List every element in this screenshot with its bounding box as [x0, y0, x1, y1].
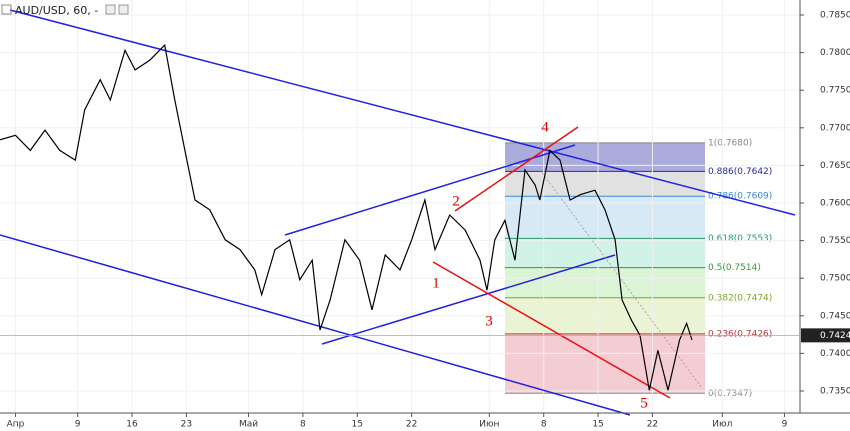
fib-band	[505, 333, 705, 394]
x-tick-label: Май	[239, 420, 258, 430]
wave-label: 2	[452, 193, 460, 209]
x-tick-label: 15	[352, 420, 363, 430]
wave-label: 1	[432, 275, 440, 291]
x-tick-label: Июн	[479, 420, 499, 430]
y-tick-label: 0.7350	[820, 387, 850, 397]
y-tick-label: 0.7550	[820, 236, 850, 246]
fib-band	[505, 171, 705, 197]
fib-label: 0.786(0.7609)	[708, 192, 772, 202]
channel-line	[284, 144, 576, 236]
x-tick-label: 15	[592, 420, 603, 430]
wave-label: 5	[640, 395, 648, 411]
y-tick-label: 0.7600	[820, 199, 850, 209]
x-tick-label: 9	[75, 420, 81, 430]
channel-line	[9, 9, 796, 216]
wave-label: 3	[485, 313, 493, 329]
settings-icon[interactable]	[105, 4, 116, 15]
price-line	[0, 43, 693, 391]
collapse-icon[interactable]	[1, 4, 12, 15]
x-tick-label: 9	[782, 420, 788, 430]
wave-label: 4	[541, 119, 549, 135]
x-tick-label: 22	[406, 420, 417, 430]
channel-line	[0, 234, 631, 416]
fib-label: 0.382(0.7474)	[708, 293, 772, 303]
channel-line	[321, 254, 616, 345]
fib-band	[505, 267, 705, 298]
fib-label: 1(0.7680)	[708, 138, 752, 148]
trend-line	[539, 169, 703, 389]
y-tick-label: 0.7500	[820, 274, 850, 284]
fib-label: 0.5(0.7514)	[708, 263, 761, 273]
y-tick-label: 0.7650	[820, 161, 850, 171]
y-tick-label: 0.7750	[820, 86, 850, 96]
grid	[0, 0, 800, 413]
x-tick-label: 8	[300, 420, 306, 430]
x-tick-label: 23	[181, 420, 192, 430]
fib-band	[505, 238, 705, 268]
x-tick-label: Июл	[712, 420, 732, 430]
x-tick-label: 8	[541, 420, 547, 430]
fib-label: 0.886(0.7642)	[708, 167, 772, 177]
fib-label: 0(0.7347)	[708, 389, 752, 399]
last-price-box	[801, 328, 850, 343]
y-tick-label: 0.7800	[820, 48, 850, 58]
fib-label: 0.236(0.7426)	[708, 329, 772, 339]
price-series	[0, 43, 693, 391]
y-tick-label: 0.7450	[820, 311, 850, 321]
y-tick-label: 0.7400	[820, 349, 850, 359]
y-tick-label: 0.7700	[820, 123, 850, 133]
y-tick-label: 0.7850	[820, 11, 850, 21]
fib-label: 0.618(0.7553)	[708, 234, 772, 244]
wave-line	[432, 261, 671, 399]
wave-line	[454, 126, 579, 212]
chart-title: AUD/USD, 60, -	[15, 4, 98, 17]
last-price-label: 0.7424	[820, 331, 850, 341]
x-tick-label: 22	[647, 420, 658, 430]
settings-icon[interactable]	[118, 4, 129, 15]
x-tick-label: 16	[126, 420, 138, 430]
x-tick-label: Апр	[7, 420, 25, 430]
